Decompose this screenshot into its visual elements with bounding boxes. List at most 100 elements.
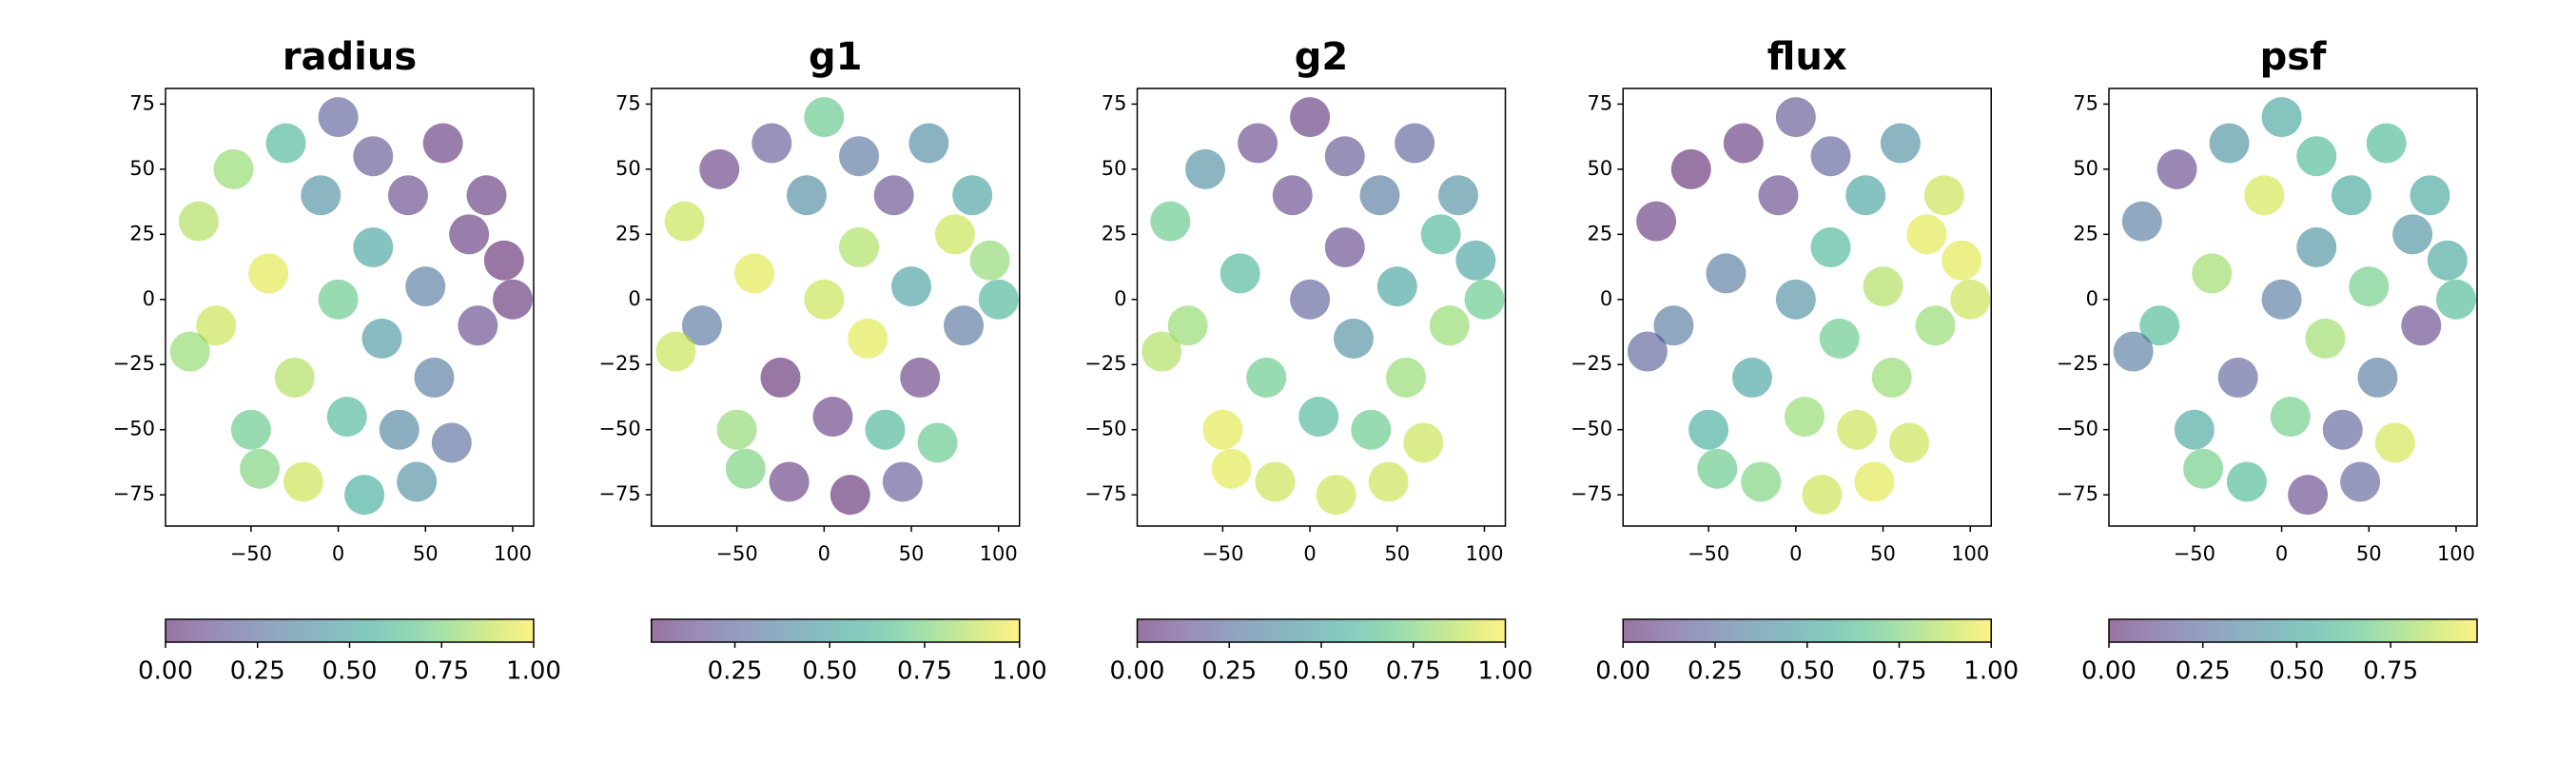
panel-title: g1 <box>809 35 862 79</box>
x-tick-label: 0 <box>1789 542 1802 565</box>
point <box>1819 318 1860 359</box>
point <box>1368 461 1409 502</box>
point <box>1837 409 1878 450</box>
colorbar-tick-label: 0.25 <box>2176 657 2231 686</box>
point <box>1238 123 1278 164</box>
y-tick-label: −75 <box>1571 482 1612 505</box>
colorbar-tick-label: 0.75 <box>2363 657 2418 686</box>
point <box>2226 461 2267 502</box>
point <box>2322 409 2363 450</box>
point <box>1455 240 1496 281</box>
point <box>361 318 402 359</box>
point <box>1464 279 1505 320</box>
point <box>2305 318 2346 359</box>
axes-frame <box>1136 88 1507 527</box>
point <box>2401 305 2442 346</box>
point <box>379 409 420 450</box>
point <box>353 227 394 268</box>
colorbar-tick-label: 0.50 <box>802 657 857 686</box>
point <box>1854 461 1895 502</box>
point <box>405 266 446 307</box>
point <box>2121 201 2162 242</box>
y-tick-label: 50 <box>1588 157 1613 180</box>
point <box>2296 136 2337 177</box>
points <box>1142 97 1505 516</box>
point <box>891 266 932 307</box>
point <box>829 475 870 516</box>
x-tick-label: 100 <box>2437 542 2475 565</box>
y-tick-label: −25 <box>1084 352 1126 375</box>
y-tick-label: −25 <box>598 352 640 375</box>
x-tick-label: 50 <box>413 542 439 565</box>
point <box>865 409 906 450</box>
y-tick-label: 0 <box>143 287 155 310</box>
point <box>1220 253 1260 294</box>
point <box>1688 409 1729 450</box>
point <box>769 461 810 502</box>
point <box>265 123 306 164</box>
point <box>908 123 949 164</box>
point <box>1810 136 1851 177</box>
point <box>1810 227 1851 268</box>
point <box>2209 123 2250 164</box>
point <box>882 461 923 502</box>
colorbar <box>651 618 1021 643</box>
y-tick-label: −50 <box>1571 418 1612 440</box>
point <box>196 305 237 346</box>
colorbar <box>165 618 535 643</box>
y-tick-label: −50 <box>2057 418 2098 440</box>
point <box>839 227 880 268</box>
y-tick-label: −50 <box>598 418 640 440</box>
point <box>2217 357 2258 398</box>
point <box>1290 97 1331 138</box>
y-tick-label: 25 <box>129 222 155 244</box>
point <box>804 97 845 138</box>
colorbar-tick-label: 0.75 <box>1386 657 1441 686</box>
point <box>1403 422 1444 463</box>
point <box>699 148 740 189</box>
y-tick-label: −25 <box>113 352 155 375</box>
points <box>655 97 1019 516</box>
x-tick-label: 50 <box>2356 542 2382 565</box>
colorbar-tick-label: 1.00 <box>992 657 1047 686</box>
point <box>2192 253 2233 294</box>
point <box>1272 175 1313 216</box>
point <box>230 409 271 450</box>
y-tick-label: −25 <box>2057 352 2098 375</box>
point <box>1627 331 1668 372</box>
point <box>2261 97 2302 138</box>
panel-title: psf <box>2260 35 2327 79</box>
point <box>1802 475 1843 516</box>
y-tick-label: 50 <box>129 157 155 180</box>
y-tick-label: 75 <box>129 91 155 114</box>
point <box>1845 175 1886 216</box>
point <box>1324 136 1365 177</box>
x-tick-label: −50 <box>2174 542 2215 565</box>
point <box>873 175 914 216</box>
y-tick-label: −25 <box>1571 352 1612 375</box>
colorbar-tick-label: 0.00 <box>1595 657 1650 686</box>
x-tick-label: 100 <box>494 542 532 565</box>
point <box>422 123 463 164</box>
point <box>1723 123 1764 164</box>
point <box>2261 279 2302 320</box>
point <box>449 214 490 255</box>
colorbar-tick-label: 0.25 <box>230 657 285 686</box>
point <box>318 279 359 320</box>
colorbar <box>2108 618 2478 643</box>
point <box>1324 227 1365 268</box>
point <box>248 253 289 294</box>
axes-frame <box>1622 88 1992 527</box>
point <box>1359 175 1400 216</box>
point <box>804 279 845 320</box>
colorbar-tick-label: 0.50 <box>322 657 378 686</box>
point <box>1316 475 1356 516</box>
point <box>1385 357 1426 398</box>
points <box>2113 97 2476 516</box>
point <box>1923 175 1964 216</box>
point <box>2410 175 2450 216</box>
y-tick-label: 0 <box>628 287 640 310</box>
point <box>1697 448 1738 489</box>
point <box>733 253 774 294</box>
y-tick-label: 25 <box>1102 222 1127 244</box>
